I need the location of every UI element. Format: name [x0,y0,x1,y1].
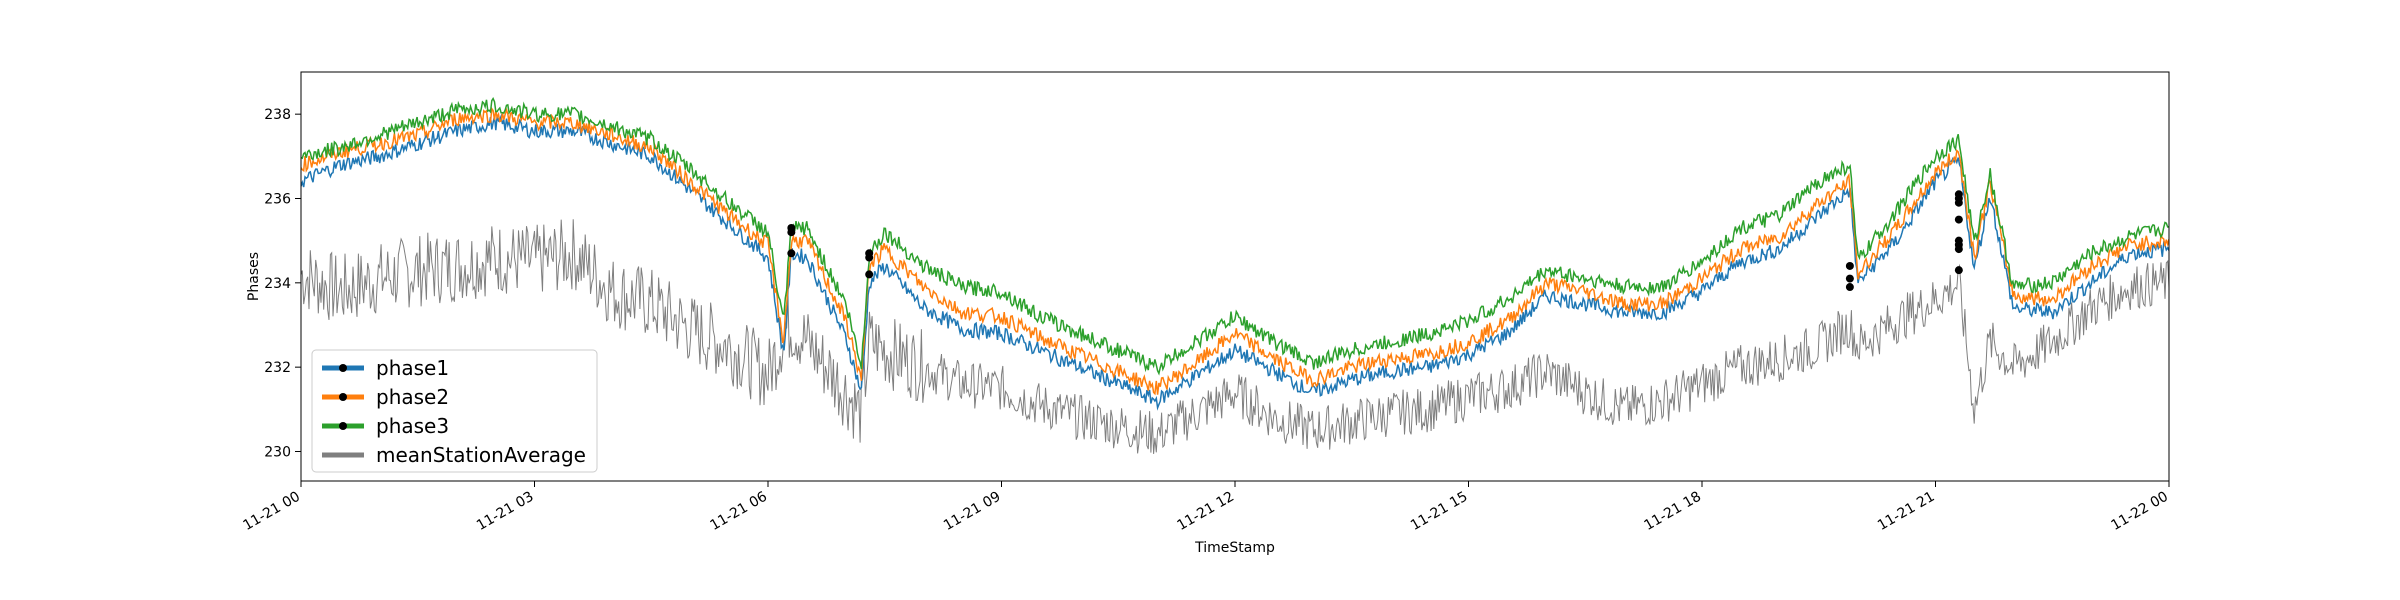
legend-marker-phase2 [339,393,347,401]
x-axis-title: TimeStamp [1194,540,1275,556]
marker-phase1-0 [787,249,796,258]
x-tick-label-4: 11-21 12 [1174,489,1237,534]
marker-phase2-3 [1954,245,1963,254]
x-tick-label-3: 11-21 09 [941,489,1004,534]
series-line-meanStationAverage [301,219,2169,454]
marker-phase1-1 [865,270,874,279]
series-line-phase2 [301,106,2169,396]
y-axis: 230 232 234 236 238 [264,107,301,460]
x-tick-label-8: 11-22 00 [2108,489,2171,534]
x-tick-label-1: 11-21 03 [474,489,537,534]
x-tick-label-2: 11-21 06 [707,489,770,534]
x-tick-label-0: 11-21 00 [240,489,303,534]
y-tick-label-238: 238 [264,107,291,123]
legend: phase1 phase2 phase3 meanStationAverage [311,349,598,473]
x-axis: 11-21 00 11-21 03 11-21 06 11-21 09 11-21 12… [240,481,2171,534]
marker-phase3-4 [1954,190,1963,199]
legend-marker-phase1 [339,364,347,372]
marker-phase3-2 [1845,261,1854,270]
y-axis-title: Phases [246,252,262,301]
plot-area [301,97,2169,454]
marker-phase3-1 [865,249,874,258]
marker-phase1-2 [1845,283,1854,292]
marker-phase2-4 [1954,198,1963,207]
y-tick-label-230: 230 [264,444,291,460]
x-tick-label-6: 11-21 18 [1641,489,1704,534]
x-tick-label-5: 11-21 15 [1408,489,1471,534]
marker-phase1-5 [1954,215,1963,224]
legend-label-phase1: phase1 [376,356,449,380]
y-tick-label-232: 232 [264,360,291,376]
marker-phase3-3 [1954,236,1963,245]
y-tick-label-236: 236 [264,191,291,207]
legend-label-meanStationAverage: meanStationAverage [376,443,586,467]
x-tick-label-7: 11-21 21 [1875,489,1938,534]
legend-label-phase2: phase2 [376,385,449,409]
marker-phase2-2 [1845,274,1854,283]
legend-label-phase3: phase3 [376,414,449,438]
legend-marker-phase3 [339,422,347,430]
marker-phase3-0 [787,224,796,233]
marker-phase1-3 [1954,266,1963,275]
y-tick-label-234: 234 [264,276,291,292]
legend-box [311,349,598,473]
series-line-phase3 [301,97,2169,376]
